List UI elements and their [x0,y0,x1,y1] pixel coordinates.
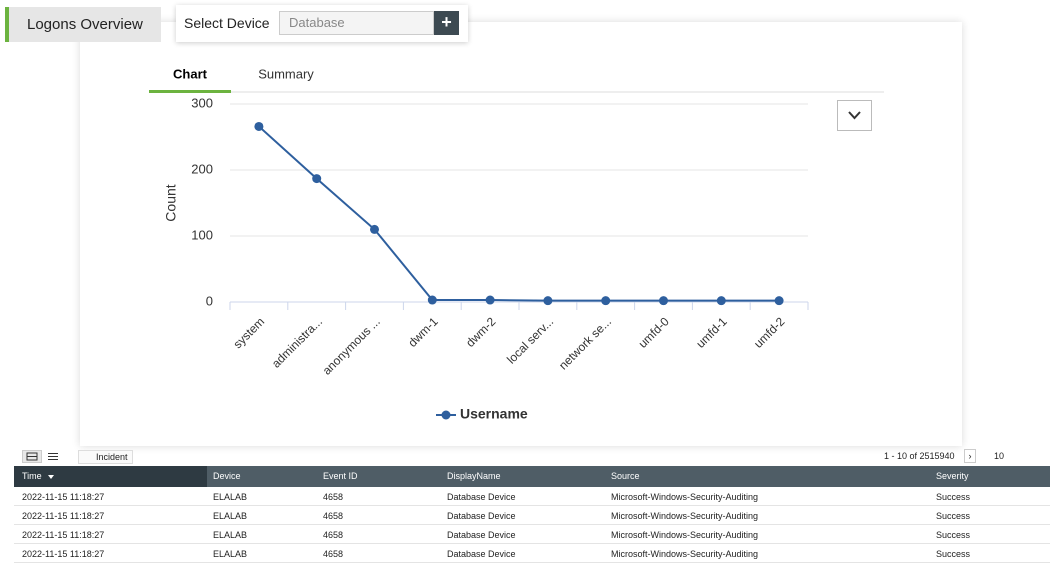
sort-arrow [48,475,54,479]
table-row[interactable]: 2022-11-15 11:18:27 ELALAB 4658 Database De… [14,525,1050,544]
add-button[interactable]: + [434,11,459,35]
data-point [254,121,264,131]
x-tick-label: umfd-0 [636,314,673,351]
x-tick-label: system [230,314,267,351]
tab-chart[interactable]: Chart [173,66,208,81]
table-row[interactable]: 2022-11-15 11:18:27 ELALAB 4658 Database De… [14,487,1050,506]
table-cell: 4658 [323,530,344,540]
menu-button[interactable] [837,100,872,131]
table-body: 2022-11-15 11:18:27 ELALAB 4658 Database De… [14,487,1050,567]
view-toggle[interactable] [22,450,64,463]
table-cell: Success [936,492,971,502]
incident-button[interactable]: Incident [78,450,133,464]
device-label: Select Device [184,15,270,31]
y-tick-label: 300 [191,95,213,110]
device-input[interactable]: Database [279,11,434,35]
series-line [258,125,780,302]
column-header: Device [213,471,241,481]
view-icons [22,450,58,463]
table-cell: Database Device [447,549,516,559]
data-point [716,296,726,306]
x-tick-label: local serv... [504,314,556,366]
y-axis-label: Count [163,184,179,221]
table-cell: Database Device [447,492,516,502]
y-tick-label: 100 [191,227,213,242]
chevron-icon [848,111,861,120]
column-header: Severity [936,471,969,481]
table-cell: 2022-11-15 11:18:27 [22,511,105,521]
table-cell: Database Device [447,530,516,540]
table-cell: Microsoft-Windows-Security-Auditing [611,492,759,502]
pagination: 1 - 10 of 2515940 [884,451,955,461]
page-size[interactable]: 10 [994,451,1005,461]
legend-label: Username [460,406,528,422]
x-tick-label: administra... [269,314,325,370]
table-cell: Success [936,549,971,559]
table-panel: Incident 1 - 10 of 2515940 › 10 Time Devi… [14,447,1050,567]
data-point [774,296,784,306]
next-page[interactable]: › [964,449,976,463]
table-cell: 4658 [323,492,344,502]
x-tick-label: dwm-1 [405,314,441,350]
page-title: Logons Overview [5,7,161,42]
table-cell: Microsoft-Windows-Security-Auditing [611,530,759,540]
data-point [370,224,379,234]
sorted-column [14,466,207,487]
y-tick-label: 0 [206,293,213,308]
column-header: Event ID [323,471,358,481]
data-point [312,174,322,184]
chart: Chart Summary Count 0 100 200 300 system admi… [149,66,884,422]
table-cell: Success [936,530,971,540]
column-header: DisplayName [447,471,501,481]
data-point [485,295,495,305]
data-point [601,296,611,306]
table-cell: Success [936,511,971,521]
data-point [427,295,437,305]
table-row[interactable]: 2022-11-15 11:18:27 ELALAB 4658 Database De… [14,506,1050,525]
table-cell: 2022-11-15 11:18:27 [22,492,105,502]
x-tick-label: anonymous ... [320,314,383,377]
table-cell: 4658 [323,549,344,559]
table-cell: Database Device [447,511,516,521]
sort-icon [48,475,54,479]
table-cell: Microsoft-Windows-Security-Auditing [611,549,759,559]
table-cell: 2022-11-15 11:18:27 [22,530,105,540]
x-tick-label: umfd-1 [693,314,730,351]
table-cell: Microsoft-Windows-Security-Auditing [611,511,759,521]
device-selector: Select Device Database + [176,5,468,42]
data-point [543,296,553,306]
table-cell: ELALAB [213,511,248,521]
column-header: Source [611,471,640,481]
column-header: Time [22,471,42,481]
data-point [659,296,668,306]
legend-marker [441,410,451,420]
table-cell: ELALAB [213,492,248,502]
table-cell: ELALAB [213,530,248,540]
table-header: Time Device Event ID DisplayName Source Sever… [14,466,1050,487]
table-row[interactable]: 2022-11-15 11:18:27 ELALAB 4658 Database De… [14,544,1050,563]
y-tick-label: 200 [191,161,213,176]
table-cell: 4658 [323,511,344,521]
tab-summary[interactable]: Summary [258,66,314,81]
x-tick-label: umfd-2 [751,314,788,351]
tab-indicator [149,90,231,93]
x-tick-label: network se... [556,314,614,372]
table-cell: 2022-11-15 11:18:27 [22,549,105,559]
table-cell: ELALAB [213,549,248,559]
x-tick-label: dwm-2 [463,314,499,350]
